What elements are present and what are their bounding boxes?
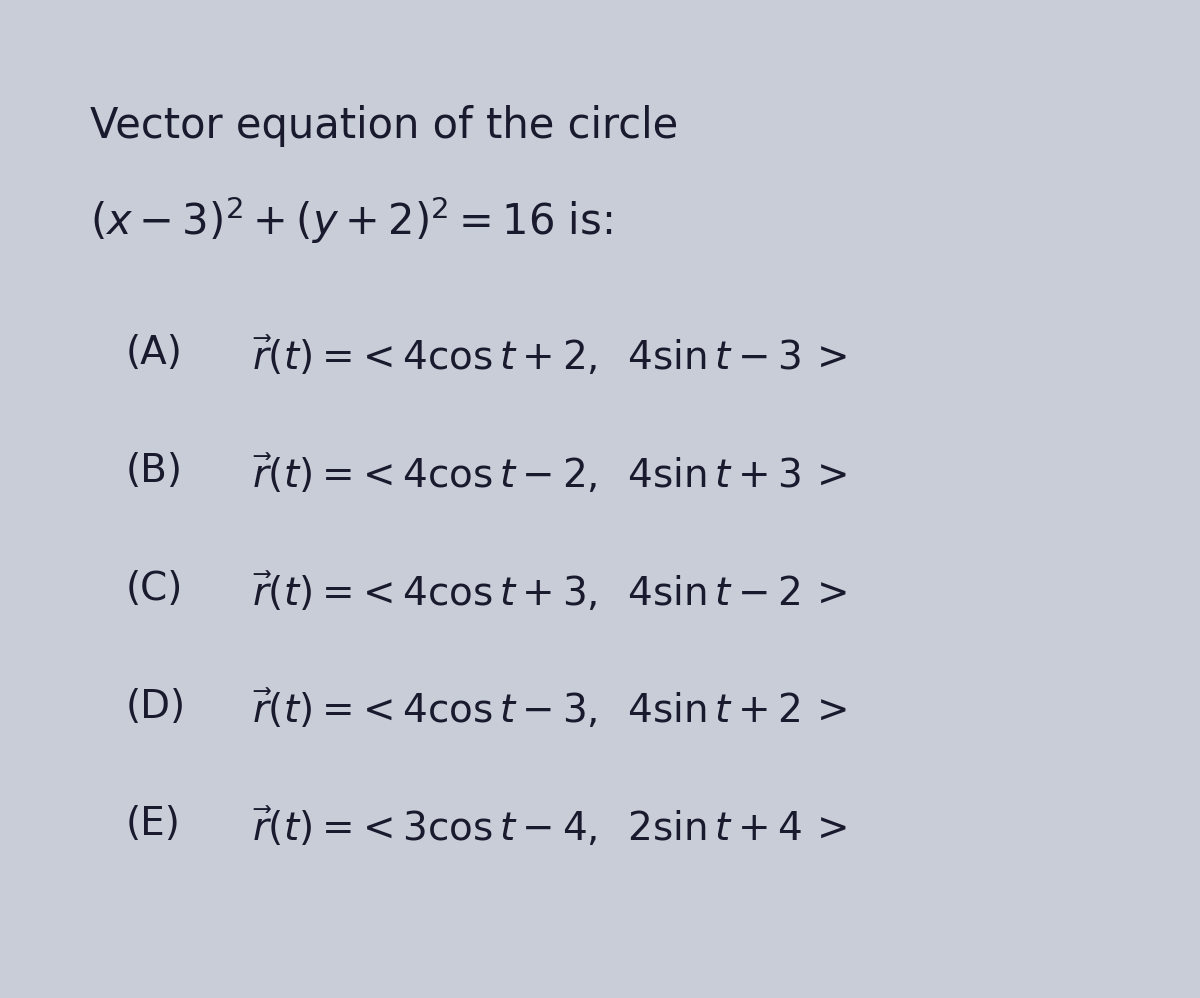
Text: $(x - 3)^2 + (y + 2)^2 = 16$ is:: $(x - 3)^2 + (y + 2)^2 = 16$ is: — [90, 195, 612, 247]
Text: $\vec{r}(t) =\!< 4\cos t + 3,\;\; 4\sin t - 2\, >$: $\vec{r}(t) =\!< 4\cos t + 3,\;\; 4\sin … — [252, 570, 846, 614]
Text: $\vec{r}(t) =\!< 4\cos t - 3,\;\; 4\sin t + 2\, >$: $\vec{r}(t) =\!< 4\cos t - 3,\;\; 4\sin … — [252, 688, 846, 732]
Text: $\vec{r}(t) =\!< 4\cos t + 2,\;\; 4\sin t - 3\, >$: $\vec{r}(t) =\!< 4\cos t + 2,\;\; 4\sin … — [252, 334, 846, 378]
Text: Vector equation of the circle: Vector equation of the circle — [90, 105, 678, 147]
Text: (E): (E) — [126, 805, 181, 843]
Text: $\vec{r}(t) =\!< 3\cos t - 4,\;\; 2\sin t + 4\, >$: $\vec{r}(t) =\!< 3\cos t - 4,\;\; 2\sin … — [252, 805, 846, 849]
Text: (D): (D) — [126, 688, 186, 726]
Text: (B): (B) — [126, 452, 182, 490]
Text: (C): (C) — [126, 570, 184, 608]
Text: (A): (A) — [126, 334, 182, 372]
Text: $\vec{r}(t) =\!< 4\cos t - 2,\;\; 4\sin t + 3\, >$: $\vec{r}(t) =\!< 4\cos t - 2,\;\; 4\sin … — [252, 452, 846, 496]
